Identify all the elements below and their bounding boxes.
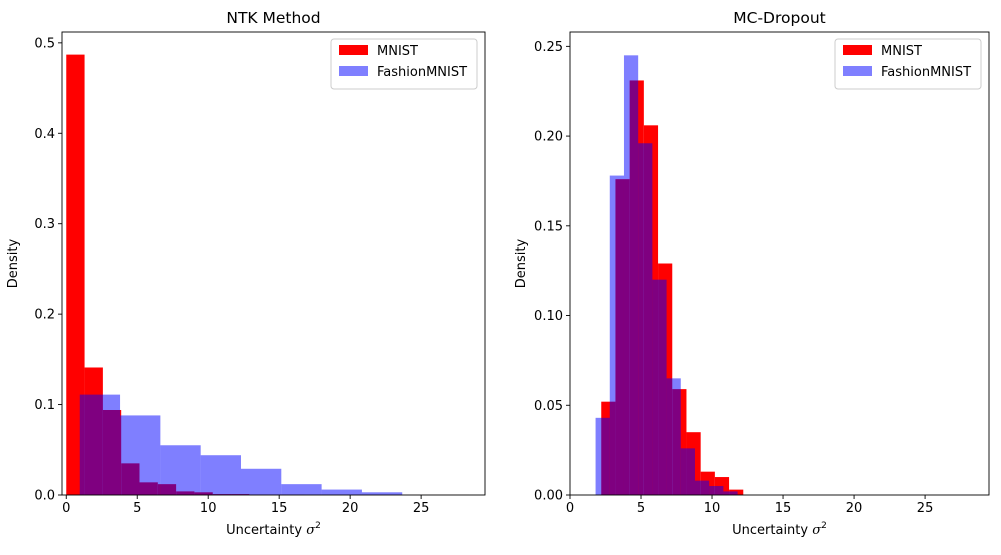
- y-tick-label: 0.15: [534, 219, 563, 234]
- x-tick-label: 15: [775, 501, 792, 516]
- y-axis-label: Density: [514, 238, 529, 288]
- x-tick-label: 5: [133, 501, 141, 516]
- histogram-bar: [666, 378, 681, 495]
- histogram-bar: [66, 54, 85, 496]
- histogram-bar: [281, 484, 322, 495]
- histogram-bar: [694, 480, 710, 495]
- histogram-bar: [652, 279, 667, 495]
- x-tick-label: 20: [342, 501, 359, 516]
- legend-swatch: [843, 66, 872, 76]
- histogram-bar: [609, 175, 624, 495]
- x-tick-label: 15: [271, 501, 288, 516]
- y-tick-label: 0.4: [34, 127, 55, 142]
- histogram-bar: [160, 445, 201, 495]
- histogram-bar: [723, 491, 738, 495]
- histogram-bar: [240, 468, 282, 495]
- x-tick-label: 20: [846, 501, 863, 516]
- panel-mc-dropout: 0 5 10 15 20 25 0.00 0.05 0.10 0.15 0.20 0.25 MC-Dro…: [514, 9, 990, 538]
- y-tick-label: 0.5: [34, 36, 55, 51]
- x-tick-label: 5: [637, 501, 645, 516]
- legend-swatch: [339, 66, 368, 76]
- series-fashionmnist: [79, 394, 403, 495]
- y-tick-label: 0.25: [534, 40, 563, 55]
- series-fashionmnist: [595, 55, 738, 495]
- legend: MNIST FashionMNIST: [834, 38, 982, 90]
- histogram-bar: [709, 486, 724, 495]
- y-tick-label: 0.1: [34, 398, 55, 413]
- y-tick-label: 0.05: [534, 399, 563, 414]
- histogram-bar: [595, 417, 610, 495]
- x-tick-label: 10: [704, 501, 721, 516]
- histogram-bar: [623, 55, 639, 495]
- y-tick-label: 0.2: [34, 308, 55, 323]
- chart-title: NTK Method: [226, 9, 320, 27]
- legend: MNIST FashionMNIST: [330, 38, 478, 90]
- axes-frame: [61, 31, 486, 496]
- x-axis-label: Uncertainty σ2: [732, 521, 827, 538]
- histogram-bar: [200, 455, 241, 495]
- chart-title: MC-Dropout: [733, 9, 825, 27]
- legend-label: MNIST: [881, 44, 922, 59]
- x-tick-label: 0: [566, 501, 574, 516]
- legend-swatch: [843, 45, 872, 55]
- x-axis-label: Uncertainty σ2: [226, 521, 321, 538]
- histogram-bar: [79, 394, 121, 495]
- legend-label: MNIST: [377, 44, 418, 59]
- y-tick-label: 0.00: [534, 489, 563, 504]
- legend-swatch: [339, 45, 368, 55]
- histogram-bar: [321, 489, 362, 495]
- legend-label: FashionMNIST: [881, 65, 971, 80]
- x-tick-label: 25: [917, 501, 934, 516]
- y-axis-label: Density: [6, 238, 21, 288]
- panel-ntk: 0 5 10 15 20 25 0.0 0.1 0.2 0.3 0.4 0.5 NTK Method Un…: [6, 9, 486, 538]
- y-tick-label: 0.3: [34, 217, 55, 232]
- x-tick-label: 0: [62, 501, 70, 516]
- y-tick-label: 0.0: [34, 489, 55, 504]
- histogram-bar: [638, 143, 653, 495]
- axes-frame: [569, 31, 990, 496]
- y-tick-label: 0.10: [534, 309, 563, 324]
- histogram-bar: [361, 492, 403, 495]
- legend-label: FashionMNIST: [377, 65, 467, 80]
- histogram-bar: [120, 415, 161, 495]
- x-tick-label: 10: [200, 501, 217, 516]
- y-tick-label: 0.20: [534, 130, 563, 145]
- x-tick-label: 25: [413, 501, 430, 516]
- histogram-bar: [680, 448, 695, 495]
